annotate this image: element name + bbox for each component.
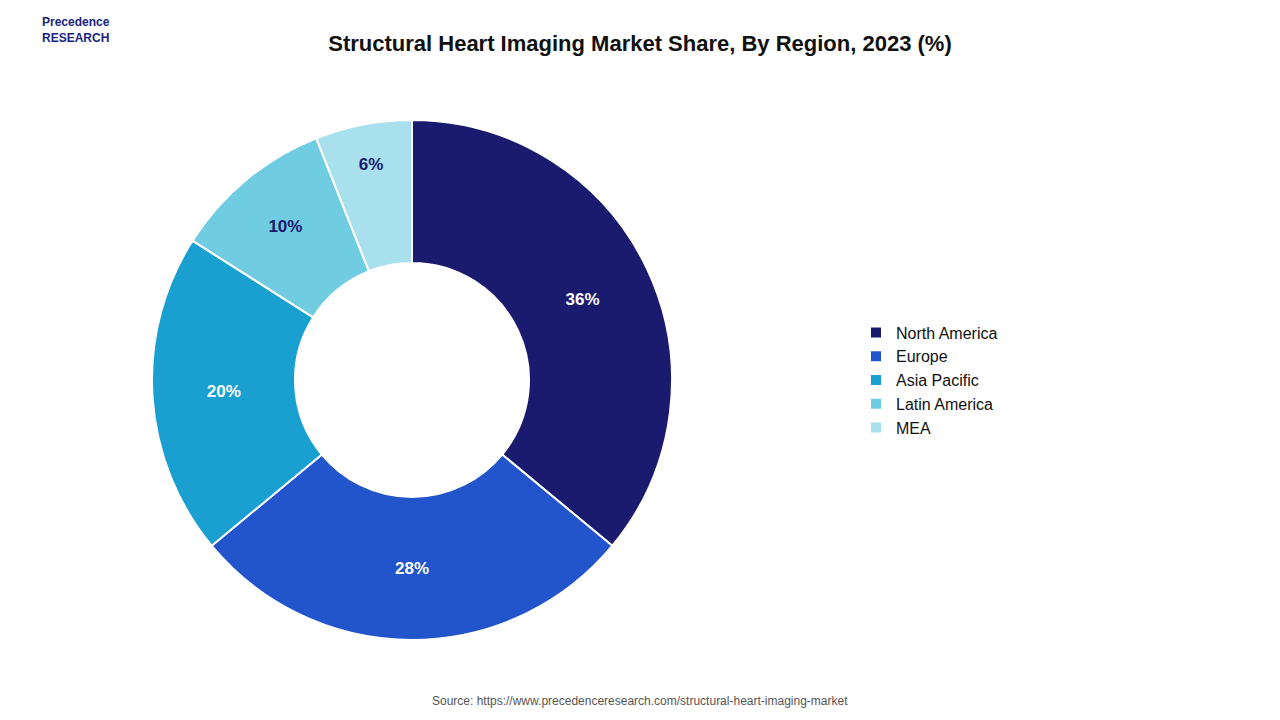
svg-text:Europe: Europe <box>896 348 948 365</box>
svg-text:10%: 10% <box>268 217 302 236</box>
svg-text:Source: https://www.precedence: Source: https://www.precedenceresearch.c… <box>432 694 848 708</box>
svg-text:Latin America: Latin America <box>896 396 993 413</box>
svg-text:6%: 6% <box>359 155 384 174</box>
svg-text:28%: 28% <box>395 559 429 578</box>
svg-text:PrecedenceRESEARCH: PrecedenceRESEARCH <box>42 15 110 45</box>
svg-text:Asia Pacific: Asia Pacific <box>896 372 979 389</box>
svg-text:MEA: MEA <box>896 420 931 437</box>
svg-text:36%: 36% <box>566 290 600 309</box>
svg-text:North America: North America <box>896 325 997 342</box>
svg-text:Structural Heart Imaging Marke: Structural Heart Imaging Market Share, B… <box>328 31 952 56</box>
svg-text:20%: 20% <box>207 382 241 401</box>
